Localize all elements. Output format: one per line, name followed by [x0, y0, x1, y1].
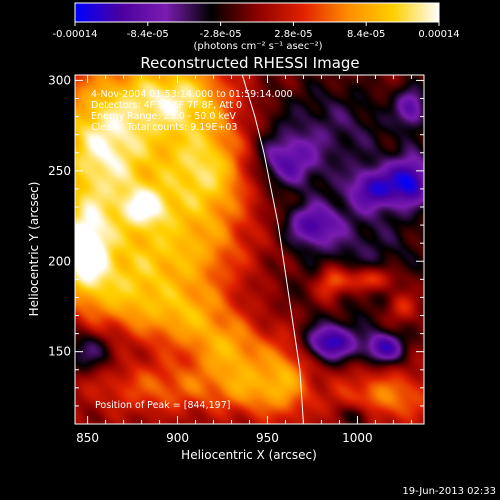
- y-tick-label: 150: [48, 345, 71, 359]
- colorbar-tick-label: 0.00014: [418, 29, 459, 40]
- render-timestamp: 19-Jun-2013 02:33: [402, 486, 496, 497]
- x-axis-tick-labels: 850 900 950 1000: [76, 431, 373, 445]
- solar-limb-line: [241, 75, 304, 424]
- colorbar-tick-labels: -0.00014 -8.4e-05 -2.8e-05 2.8e-05 8.4e-05 0.…: [53, 29, 460, 40]
- heatmap-image: [75, 75, 424, 424]
- x-tick-label: 1000: [342, 431, 373, 445]
- colorbar-tick-label: 2.8e-05: [274, 29, 312, 40]
- y-axis-label: Heliocentric Y (arcsec): [27, 182, 41, 317]
- colorbar-unit-label: (photons cm⁻² s⁻¹ asec⁻²): [193, 41, 322, 52]
- annotation-time-range: 4-Nov-2004 01:53:14.000 to 01:59:14.000: [91, 89, 293, 100]
- colorbar-tick-label: 8.4e-05: [347, 29, 385, 40]
- x-axis-label: Heliocentric X (arcsec): [181, 448, 317, 462]
- annotation-energy-range: Energy Range: 25.0 - 50.0 keV: [91, 111, 236, 122]
- annotation-detectors: Detectors: 4F 5F 6F 7F 8F, Att 0: [91, 100, 242, 111]
- chart-title: Reconstructed RHESSI Image: [140, 54, 359, 72]
- colorbar-tick-label: -8.4e-05: [127, 29, 169, 40]
- colorbar-tick-label: -0.00014: [53, 29, 98, 40]
- x-tick-label: 900: [166, 431, 189, 445]
- y-tick-label: 250: [48, 164, 71, 178]
- y-axis-ticks: [75, 79, 424, 407]
- x-axis-ticks: [87, 75, 412, 424]
- annotation-peak-position: Position of Peak = [844,197]: [95, 400, 230, 411]
- y-tick-label: 300: [48, 73, 71, 87]
- x-tick-label: 950: [256, 431, 279, 445]
- y-axis-tick-labels: 150 200 250 300: [48, 73, 71, 358]
- annotation-clean-counts: Clean Total counts: 9.19E+03: [91, 122, 237, 133]
- colorbar: [74, 2, 440, 23]
- colorbar-ticks: [74, 22, 440, 26]
- x-tick-label: 850: [76, 431, 99, 445]
- colorbar-tick-label: -2.8e-05: [200, 29, 242, 40]
- y-tick-label: 200: [48, 254, 71, 268]
